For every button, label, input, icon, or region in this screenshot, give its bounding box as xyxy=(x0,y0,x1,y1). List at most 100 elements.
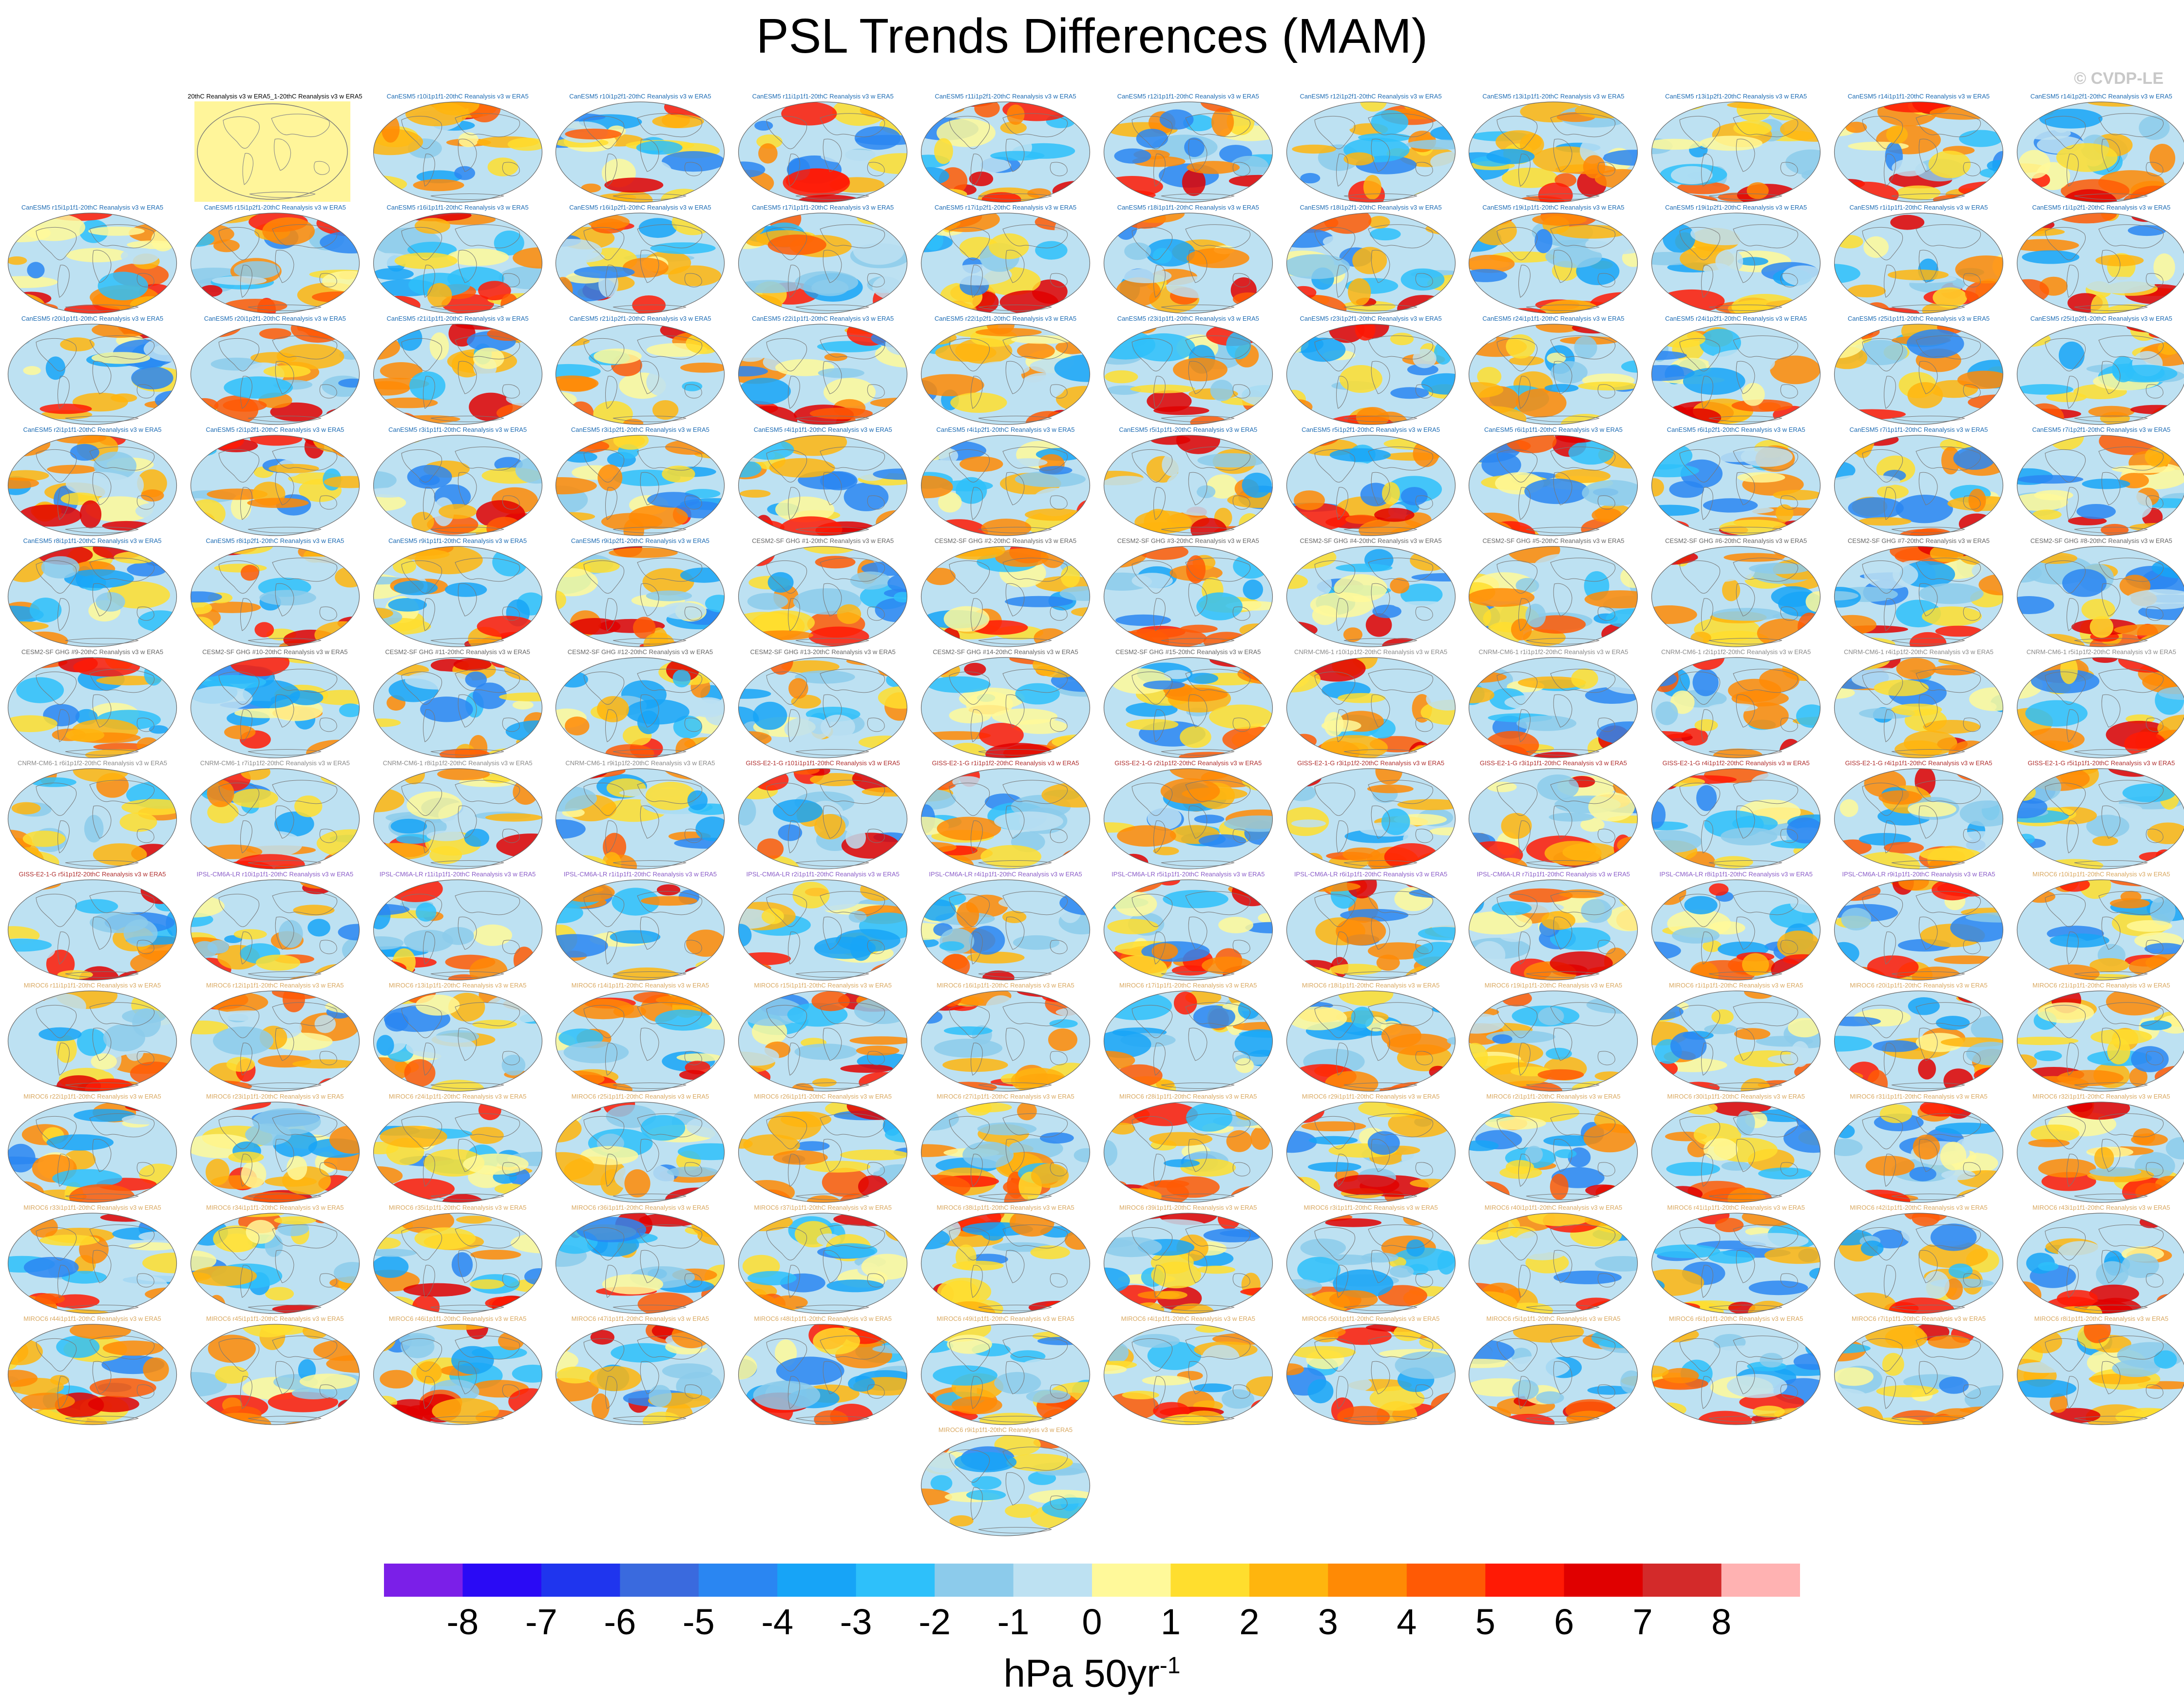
trend-contour-blob xyxy=(240,564,259,581)
trend-contour-blob xyxy=(318,658,360,668)
map-panel-label: CanESM5 r2i1p1f1-20thC Reanalysis v3 w E… xyxy=(23,426,162,433)
trend-contour-blob xyxy=(487,157,518,176)
trend-contour-blob xyxy=(1659,289,1725,313)
trend-contour-blob xyxy=(1027,188,1051,198)
map-panel: CanESM5 r9i1p2f1-20thC Reanalysis v3 w E… xyxy=(549,535,731,647)
trend-contour-blob xyxy=(1790,1041,1810,1067)
trend-contour-blob xyxy=(1585,1214,1617,1226)
trend-contour-blob xyxy=(8,769,24,778)
trend-contour-blob xyxy=(853,236,904,265)
continent-outline xyxy=(613,305,687,311)
trend-contour-blob xyxy=(1381,808,1410,835)
map-outline xyxy=(920,213,1091,314)
continent-outline xyxy=(1188,583,1207,617)
trend-contour-blob xyxy=(1934,955,1998,964)
trend-map xyxy=(738,546,908,647)
trend-contour-blob xyxy=(788,678,808,699)
trend-contour-blob xyxy=(2081,599,2115,621)
trend-contour-blob xyxy=(1672,927,1720,944)
trend-contour-blob xyxy=(1551,361,1588,384)
trend-contour-blob xyxy=(64,569,134,588)
continent-outline xyxy=(458,361,477,394)
trend-contour-blob xyxy=(637,160,672,183)
map-panel: MIROC6 r47i1p1f1-20thC Reanalysis v3 w E… xyxy=(549,1313,731,1425)
trend-contour-blob xyxy=(1737,472,1785,483)
trend-contour-blob xyxy=(1351,1006,1374,1028)
trend-contour-blob xyxy=(1184,137,1205,157)
map-panel: CanESM5 r13i1p1f1-20thC Reanalysis v3 w … xyxy=(1462,91,1645,203)
trend-contour-blob xyxy=(403,1283,471,1297)
trend-contour-blob xyxy=(1959,130,2003,147)
map-panel: CanESM5 r18i1p1f1-20thC Reanalysis v3 w … xyxy=(1097,202,1280,314)
continent-outline xyxy=(2066,376,2079,409)
trend-contour-blob xyxy=(213,239,240,252)
trend-contour-blob xyxy=(1928,151,1971,178)
trend-contour-blob xyxy=(1159,109,1194,130)
map-outline xyxy=(1286,213,1456,314)
map-panel: CanESM5 r3i1p1f1-20thC Reanalysis v3 w E… xyxy=(366,424,549,536)
trend-contour-blob xyxy=(2138,116,2170,140)
trend-contour-blob xyxy=(1502,168,1558,188)
trend-contour-blob xyxy=(373,734,390,758)
map-panel-label: MIROC6 r48i1p1f1-20thC Reanalysis v3 w E… xyxy=(754,1315,892,1322)
trend-contour-blob xyxy=(559,1109,582,1123)
trend-map xyxy=(1286,546,1456,647)
trend-contour-blob xyxy=(11,880,45,890)
trend-contour-blob xyxy=(1131,573,1173,589)
map-panel: IPSL-CM6A-LR r8i1p1f1-20thC Reanalysis v… xyxy=(1645,869,1827,981)
trend-contour-blob xyxy=(1534,229,1553,253)
continent-outline xyxy=(502,495,520,510)
trend-map xyxy=(190,768,360,870)
trend-contour-blob xyxy=(241,1160,267,1188)
continent-outline xyxy=(65,638,139,644)
continent-outline xyxy=(1188,138,1207,172)
map-panel-label: CanESM5 r2i1p2f1-20thC Reanalysis v3 w E… xyxy=(206,426,345,433)
trend-map xyxy=(373,657,542,758)
continent-outline xyxy=(401,116,442,149)
continent-outline xyxy=(1553,250,1572,283)
map-panel-label: CESM2-SF GHG #7-20thC Reanalysis v3 w ER… xyxy=(1847,537,1990,544)
trend-contour-blob xyxy=(1657,330,1706,348)
trend-contour-blob xyxy=(212,1026,274,1055)
trend-contour-blob xyxy=(393,580,438,596)
trend-contour-blob xyxy=(1569,441,1614,465)
trend-contour-blob xyxy=(151,1189,169,1198)
trend-contour-blob xyxy=(1104,991,1172,1021)
map-outline xyxy=(373,546,542,647)
continent-outline xyxy=(401,449,442,483)
trend-contour-blob xyxy=(23,1257,79,1278)
trend-contour-blob xyxy=(373,769,386,786)
map-outline xyxy=(7,657,177,758)
continent-outline xyxy=(240,265,252,298)
trend-contour-blob xyxy=(878,660,897,677)
trend-contour-blob xyxy=(1126,719,1179,730)
trend-contour-blob xyxy=(821,150,887,164)
trend-map xyxy=(2016,101,2184,203)
trend-contour-blob xyxy=(1286,658,1302,672)
continent-outline xyxy=(275,361,294,394)
trend-contour-blob xyxy=(597,464,623,491)
continent-outline xyxy=(1916,558,1981,582)
trend-contour-blob xyxy=(2139,851,2171,862)
trend-contour-blob xyxy=(747,1294,776,1309)
map-panel-label: CESM2-SF GHG #15-20thC Reanalysis v3 w E… xyxy=(1115,648,1261,656)
map-panel: CanESM5 r23i1p2f1-20thC Reanalysis v3 w … xyxy=(1280,313,1462,425)
map-outline xyxy=(1651,213,1821,314)
trend-contour-blob xyxy=(1064,773,1083,786)
continent-outline xyxy=(640,472,659,505)
trend-map xyxy=(1286,435,1456,536)
continent-outline xyxy=(1891,527,1965,533)
map-panel: CanESM5 r20i1p1f1-20thC Reanalysis v3 w … xyxy=(1,313,184,425)
trend-contour-blob xyxy=(88,1396,139,1412)
map-outline xyxy=(2016,324,2184,425)
map-panel-label: MIROC6 r14i1p1f1-20thC Reanalysis v3 w E… xyxy=(571,982,709,989)
map-panel-label: IPSL-CM6A-LR r6i1p1f1-20thC Reanalysis v… xyxy=(1294,870,1448,878)
continent-outline xyxy=(1918,472,1938,505)
continent-outline xyxy=(1496,338,1538,371)
trend-contour-blob xyxy=(102,1340,164,1356)
continent-outline xyxy=(401,227,442,260)
trend-contour-blob xyxy=(1238,379,1273,407)
continent-outline xyxy=(242,153,253,185)
trend-contour-blob xyxy=(624,1169,651,1198)
trend-contour-blob xyxy=(1187,673,1218,684)
